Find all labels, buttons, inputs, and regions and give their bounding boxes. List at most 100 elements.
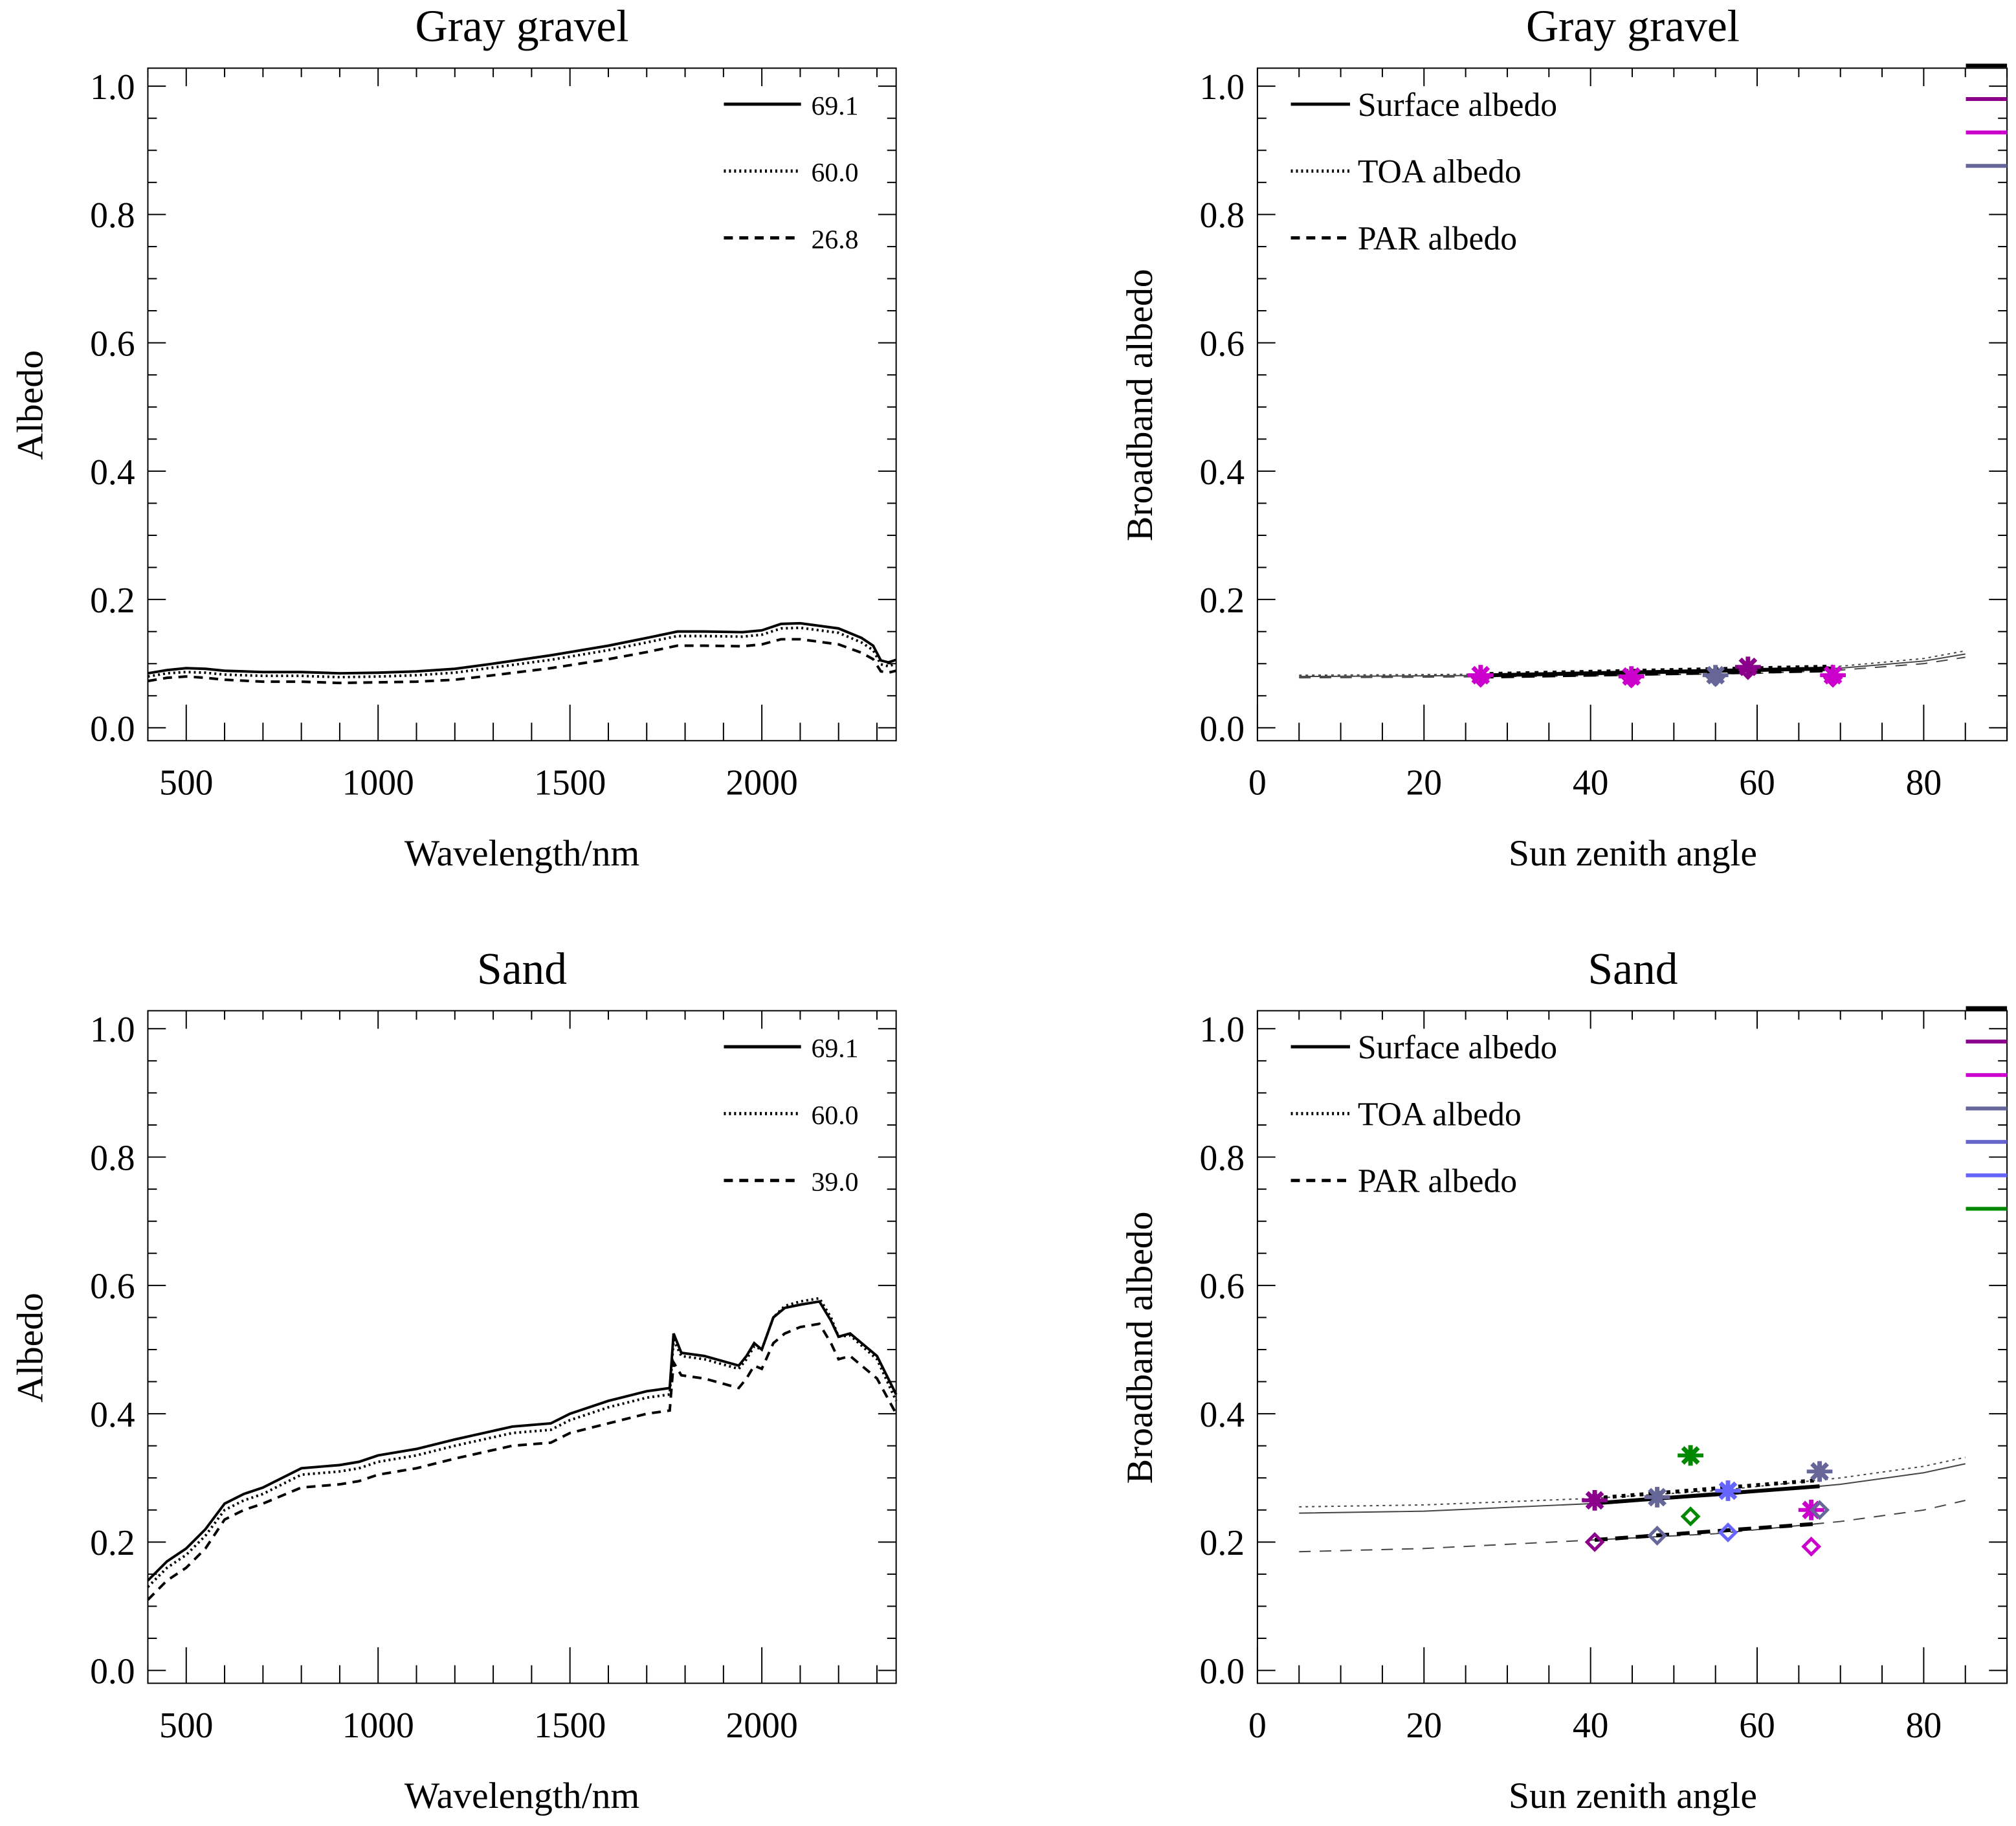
series-line-60.0: [148, 626, 897, 679]
y-tick-label: 1.0: [1200, 67, 1245, 107]
toa-albedo-point: [1687, 1449, 1694, 1456]
toa-albedo-point: [1591, 1493, 1599, 1499]
legend-label: 39.0: [812, 1168, 859, 1197]
x-tick-label: 0: [1248, 1706, 1267, 1746]
par-albedo-point: [1470, 667, 1491, 688]
par-albedo-point: [1621, 668, 1642, 689]
par-albedo-point: [1705, 667, 1726, 687]
series-line-26.8: [148, 638, 897, 685]
panel-sand-spectra: Sand Wavelength/nm Albedo 0.0 0.2 0.4 0.6 0.…: [10, 944, 898, 1816]
y-axis-label: Albedo: [10, 1293, 51, 1403]
y-tick-label: 0.8: [1200, 1138, 1245, 1178]
y-tick-label: 0.4: [90, 452, 135, 493]
legend-label: Surface albedo: [1358, 1029, 1557, 1066]
legend-label: Surface albedo: [1358, 87, 1557, 124]
toa-albedo-point: [1725, 1484, 1731, 1491]
legend-label: PAR albedo: [1358, 1163, 1517, 1200]
y-tick-label: 0.8: [90, 1138, 135, 1178]
series-line-60.0: [147, 1297, 898, 1588]
y-axis-label: Broadband albedo: [1120, 269, 1160, 541]
x-tick-label: 2000: [726, 763, 798, 803]
fit-curve-solid: [1299, 1463, 1966, 1514]
y-tick-label: 0.0: [1200, 709, 1245, 749]
toa-albedo-point: [1654, 1491, 1661, 1497]
par-albedo-point: [1738, 660, 1758, 680]
y-tick-label: 0.0: [1200, 1651, 1245, 1691]
y-tick-label: 0.2: [90, 581, 135, 621]
legend-label: TOA albedo: [1358, 153, 1522, 190]
y-tick-label: 0.8: [1200, 195, 1245, 236]
x-tick-label: 80: [1906, 1706, 1942, 1746]
panel-gravel-broadband: Gray gravel Sun zenith angle Broadband a…: [1120, 2, 2008, 874]
chart-title: Gray gravel: [415, 2, 629, 52]
par-albedo-point: [1647, 1526, 1668, 1546]
y-tick-label: 0.6: [90, 324, 135, 364]
observed-fit-dashed: [1480, 668, 1833, 679]
y-tick-label: 0.2: [1200, 581, 1245, 621]
y-tick-label: 0.4: [1200, 452, 1245, 493]
plot-frame: [147, 1010, 897, 1684]
x-axis-label: Wavelength/nm: [404, 1776, 639, 1816]
chart-title: Sand: [1588, 944, 1678, 994]
series-line-39.0: [147, 1322, 898, 1601]
x-axis-label: Sun zenith angle: [1509, 1776, 1757, 1816]
par-albedo-point: [1822, 667, 1843, 688]
legend-label: TOA albedo: [1358, 1096, 1522, 1133]
legend-label: 69.1: [812, 1034, 859, 1063]
y-tick-label: 0.8: [90, 195, 135, 236]
series-line-69.1: [148, 621, 897, 675]
x-tick-label: 40: [1573, 763, 1609, 803]
legend-label: 69.1: [812, 91, 859, 121]
observed-fit-solid: [1594, 1484, 1820, 1506]
par-albedo-point: [1801, 1536, 1822, 1557]
y-tick-label: 0.6: [1200, 324, 1245, 364]
observed-fit-dotted: [1594, 1478, 1820, 1500]
y-tick-label: 1.0: [90, 67, 135, 107]
panel-gravel-spectra: Gray gravel Wavelength/nm Albedo 0.0 0.2 0…: [10, 2, 897, 874]
par-albedo-point: [1718, 1522, 1738, 1542]
fit-curve-dashed: [1299, 1500, 1966, 1553]
y-tick-label: 0.4: [1200, 1395, 1245, 1435]
x-tick-label: 1500: [534, 1706, 606, 1746]
x-tick-label: 60: [1739, 763, 1775, 803]
par-albedo-point: [1810, 1500, 1830, 1520]
observed-fit-dashed: [1594, 1521, 1820, 1542]
legend-label: 60.0: [812, 1100, 859, 1130]
y-tick-label: 0.0: [90, 1651, 135, 1691]
y-tick-label: 0.6: [90, 1267, 135, 1307]
y-tick-label: 0.4: [90, 1395, 135, 1435]
x-tick-label: 0: [1248, 763, 1267, 803]
chart-title: Sand: [477, 944, 567, 994]
y-tick-label: 1.0: [90, 1010, 135, 1050]
toa-albedo-point: [1816, 1465, 1823, 1472]
chart-title: Gray gravel: [1526, 2, 1740, 52]
x-tick-label: 20: [1406, 1706, 1442, 1746]
y-axis-label: Albedo: [10, 350, 51, 460]
par-albedo-point: [1584, 1531, 1605, 1552]
legend-label: PAR albedo: [1358, 220, 1517, 257]
x-tick-label: 20: [1406, 763, 1442, 803]
x-axis-label: Wavelength/nm: [404, 833, 639, 874]
plot-frame: [147, 67, 897, 742]
y-axis-label: Broadband albedo: [1120, 1212, 1160, 1484]
y-tick-label: 0.6: [1200, 1267, 1245, 1307]
series-line-69.1: [147, 1300, 898, 1582]
panel-sand-broadband: Sand Sun zenith angle Broadband albedo 0…: [1120, 944, 2008, 1816]
x-axis-label: Sun zenith angle: [1509, 833, 1757, 874]
x-tick-label: 2000: [726, 1706, 798, 1746]
x-tick-label: 40: [1573, 1706, 1609, 1746]
x-tick-label: 500: [159, 763, 213, 803]
x-tick-label: 80: [1906, 763, 1942, 803]
x-tick-label: 1500: [534, 763, 606, 803]
x-tick-label: 60: [1739, 1706, 1775, 1746]
legend-label: 26.8: [812, 225, 859, 254]
par-albedo-point: [1680, 1506, 1701, 1527]
x-tick-label: 1000: [342, 1706, 414, 1746]
y-tick-label: 0.2: [90, 1523, 135, 1563]
y-tick-label: 0.2: [1200, 1523, 1245, 1563]
y-tick-label: 0.0: [90, 709, 135, 749]
x-tick-label: 1000: [342, 763, 414, 803]
x-tick-label: 500: [159, 1706, 213, 1746]
y-tick-label: 1.0: [1200, 1010, 1245, 1050]
